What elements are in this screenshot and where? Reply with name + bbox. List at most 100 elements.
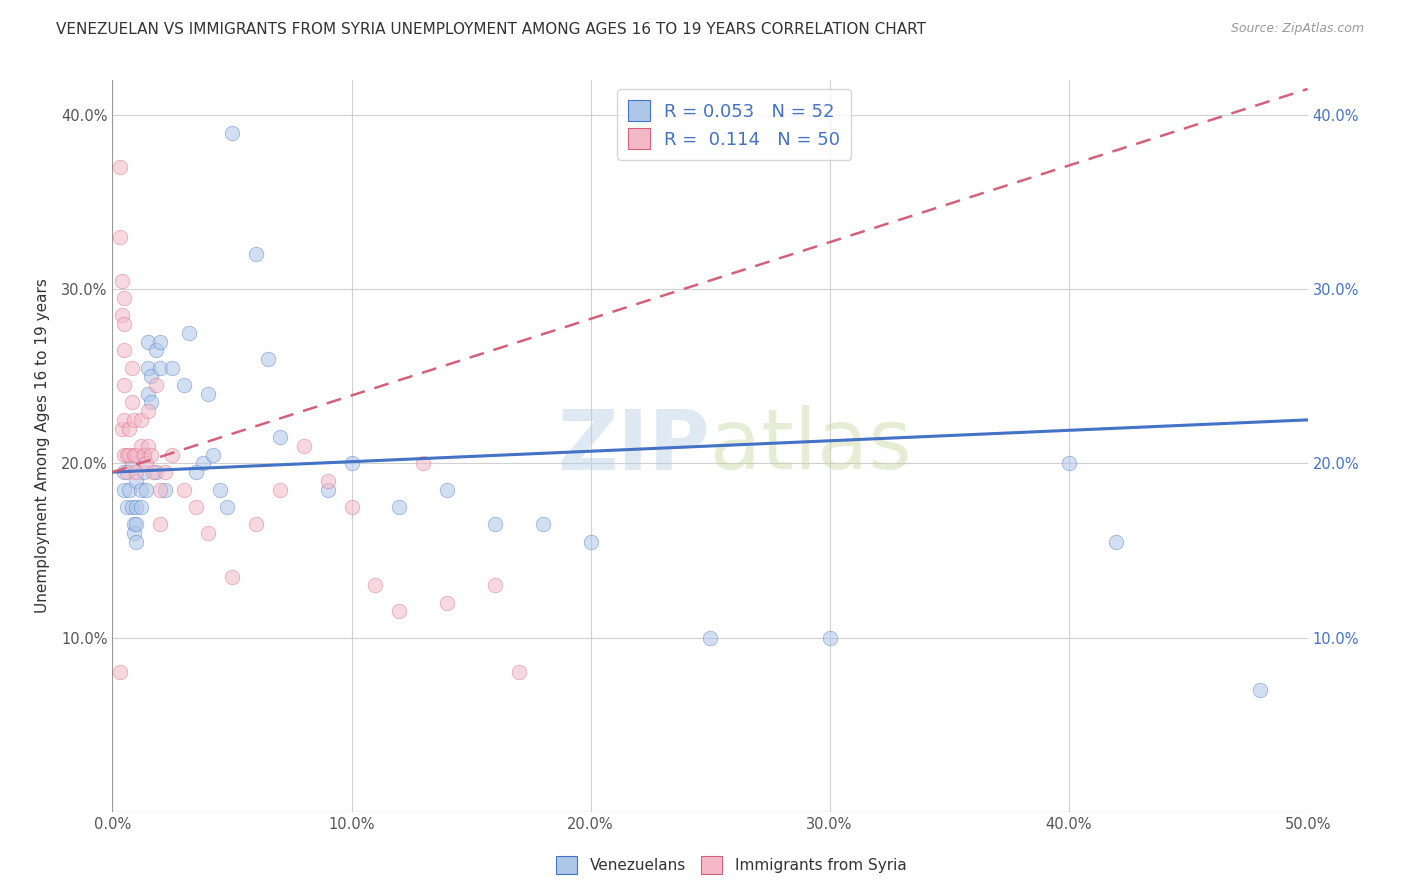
Point [186,500,208,514]
Point [149,517,172,532]
Point [153,483,176,497]
Point [197,386,219,401]
Point [111,309,134,323]
Point [1057,457,1080,471]
Point [125,448,148,462]
Point [129,439,152,453]
Point [162,360,183,375]
Point [121,457,143,471]
Point [209,483,232,497]
Point [579,534,602,549]
Point [115,500,138,514]
Point [118,448,141,462]
Point [114,291,135,305]
Point [193,457,215,471]
Text: ZIP: ZIP [558,406,710,486]
Point [121,395,143,409]
Point [436,483,458,497]
Point [125,517,148,532]
Point [132,465,155,479]
Point [149,483,172,497]
Point [818,631,841,645]
Point [139,369,162,384]
Point [1105,534,1128,549]
Point [138,386,160,401]
Point [125,500,148,514]
Legend: Venezuelans, Immigrants from Syria: Venezuelans, Immigrants from Syria [550,850,912,880]
Point [149,334,172,349]
Point [122,517,145,532]
Point [135,457,157,471]
Point [108,665,131,680]
Point [142,465,165,479]
Text: VENEZUELAN VS IMMIGRANTS FROM SYRIA UNEMPLOYMENT AMONG AGES 16 TO 19 YEARS CORRE: VENEZUELAN VS IMMIGRANTS FROM SYRIA UNEM… [56,22,927,37]
Point [114,317,135,331]
Point [186,465,208,479]
Point [118,421,141,435]
Point [115,448,138,462]
Point [257,351,280,366]
Point [111,421,134,435]
Point [114,483,135,497]
Point [484,517,506,532]
Point [364,578,387,592]
Point [125,534,148,549]
Point [316,474,339,488]
Point [114,343,135,358]
Point [145,378,167,392]
Point [388,604,411,618]
Point [145,343,167,358]
Point [269,483,291,497]
Point [122,448,145,462]
Point [122,413,145,427]
Point [114,465,135,479]
Point [173,378,195,392]
Point [132,448,155,462]
Point [699,631,721,645]
Point [217,500,239,514]
Point [139,448,162,462]
Point [115,465,138,479]
Point [221,569,243,583]
Point [162,448,183,462]
Point [108,161,131,175]
Point [138,439,160,453]
Text: Source: ZipAtlas.com: Source: ZipAtlas.com [1230,22,1364,36]
Point [201,448,224,462]
Point [245,247,267,261]
Point [108,230,131,244]
Point [221,126,243,140]
Point [149,360,172,375]
Point [121,500,143,514]
Point [129,413,152,427]
Point [138,404,160,418]
Point [340,457,363,471]
Point [508,665,530,680]
Point [122,526,145,541]
Point [129,500,152,514]
Point [173,483,195,497]
Point [121,360,143,375]
Point [340,500,363,514]
Point [177,326,200,340]
Point [114,378,135,392]
Y-axis label: Unemployment Among Ages 16 to 19 years: Unemployment Among Ages 16 to 19 years [35,278,49,614]
Point [125,465,148,479]
Point [118,483,141,497]
Point [197,526,219,541]
Legend: R = 0.053   N = 52, R =  0.114   N = 50: R = 0.053 N = 52, R = 0.114 N = 50 [617,89,851,160]
Point [138,360,160,375]
Point [316,483,339,497]
Point [1249,682,1271,697]
Point [111,274,134,288]
Point [114,413,135,427]
Point [145,465,167,479]
Point [135,483,157,497]
Text: atlas: atlas [710,406,911,486]
Point [269,430,291,444]
Point [125,474,148,488]
Point [153,465,176,479]
Point [436,596,458,610]
Point [412,457,434,471]
Point [484,578,506,592]
